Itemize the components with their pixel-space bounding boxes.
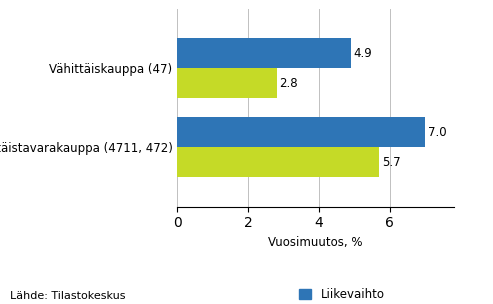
Legend: Liikevaihto, Myynnin määrä: Liikevaihto, Myynnin määrä <box>299 288 413 304</box>
Text: 7.0: 7.0 <box>428 126 447 139</box>
Bar <box>177 117 425 147</box>
Bar <box>177 38 351 68</box>
Bar <box>177 68 277 98</box>
X-axis label: Vuosimuutos, %: Vuosimuutos, % <box>268 236 363 249</box>
Bar <box>177 147 379 178</box>
Text: 4.9: 4.9 <box>354 47 373 60</box>
Text: 2.8: 2.8 <box>280 77 298 90</box>
Text: 5.7: 5.7 <box>382 156 401 169</box>
Text: Lähde: Tilastokeskus: Lähde: Tilastokeskus <box>10 291 125 301</box>
